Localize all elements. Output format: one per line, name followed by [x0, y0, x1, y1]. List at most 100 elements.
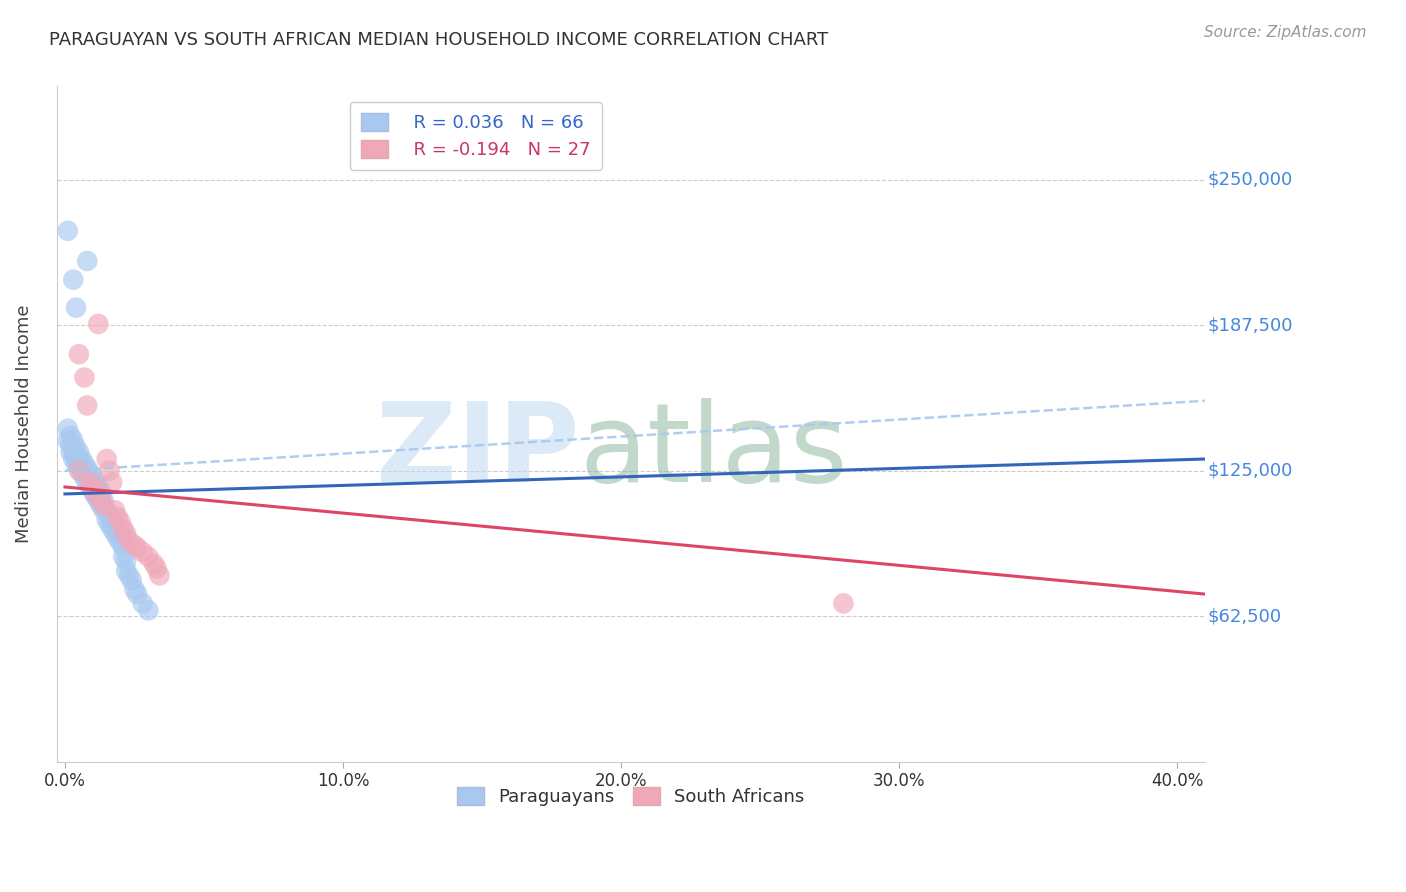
Point [73, 464, 96, 478]
Point [70, 466, 93, 480]
Point [112, 522, 135, 536]
Point [148, 568, 170, 582]
Point [84, 489, 107, 503]
Point [65, 301, 87, 315]
Point [87, 480, 110, 494]
Point [82, 480, 104, 494]
Point [142, 557, 165, 571]
Point [82, 484, 104, 499]
Point [93, 503, 115, 517]
Point [76, 254, 98, 268]
Point [145, 561, 167, 575]
Point [87, 317, 110, 331]
Point [67, 445, 90, 459]
Point [127, 541, 149, 555]
Point [79, 466, 101, 480]
Point [118, 533, 141, 548]
Point [67, 347, 90, 361]
Point [62, 445, 84, 459]
Point [98, 517, 121, 532]
Point [96, 503, 118, 517]
Point [138, 603, 160, 617]
Point [56, 224, 79, 238]
Point [90, 491, 112, 506]
Text: $187,500: $187,500 [1208, 316, 1292, 334]
Point [79, 480, 101, 494]
Point [101, 475, 124, 490]
Point [59, 445, 82, 459]
Text: atlas: atlas [579, 398, 848, 505]
Point [121, 573, 143, 587]
Point [93, 499, 115, 513]
Point [62, 434, 84, 448]
Point [67, 452, 90, 467]
Point [67, 458, 90, 473]
Point [73, 457, 96, 471]
Point [96, 512, 118, 526]
Point [73, 370, 96, 384]
Point [62, 452, 84, 467]
Point [90, 499, 112, 513]
Point [79, 475, 101, 490]
Point [70, 452, 93, 467]
Point [93, 494, 115, 508]
Point [110, 526, 132, 541]
Point [110, 515, 132, 529]
Point [56, 434, 79, 448]
Point [112, 541, 135, 555]
Point [104, 526, 127, 541]
Point [107, 522, 129, 536]
Text: $62,500: $62,500 [1208, 607, 1281, 625]
Point [84, 483, 107, 497]
Point [73, 470, 96, 484]
Point [65, 450, 87, 464]
Point [70, 458, 93, 473]
Text: PARAGUAYAN VS SOUTH AFRICAN MEDIAN HOUSEHOLD INCOME CORRELATION CHART: PARAGUAYAN VS SOUTH AFRICAN MEDIAN HOUSE… [49, 31, 828, 49]
Point [76, 468, 98, 483]
Point [67, 464, 90, 478]
Point [107, 531, 129, 545]
Point [56, 422, 79, 436]
Point [90, 494, 112, 508]
Point [138, 549, 160, 564]
Point [132, 545, 155, 559]
Point [124, 582, 146, 597]
Point [101, 512, 124, 526]
Point [124, 538, 146, 552]
Point [104, 517, 127, 532]
Point [132, 596, 155, 610]
Point [82, 470, 104, 484]
Point [101, 522, 124, 536]
Point [79, 473, 101, 487]
Point [96, 452, 118, 467]
Point [90, 484, 112, 499]
Point [87, 494, 110, 508]
Point [110, 536, 132, 550]
Text: ZIP: ZIP [375, 398, 579, 505]
Text: $250,000: $250,000 [1208, 170, 1292, 188]
Point [84, 475, 107, 490]
Point [62, 273, 84, 287]
Point [59, 438, 82, 452]
Point [115, 564, 138, 578]
Point [76, 475, 98, 490]
Text: Source: ZipAtlas.com: Source: ZipAtlas.com [1204, 25, 1367, 40]
Point [115, 554, 138, 568]
Point [65, 441, 87, 455]
Point [112, 549, 135, 564]
Point [76, 461, 98, 475]
Point [115, 526, 138, 541]
Y-axis label: Median Household Income: Median Household Income [15, 305, 32, 543]
Point [65, 457, 87, 471]
Point [104, 503, 127, 517]
Point [84, 487, 107, 501]
Point [127, 587, 149, 601]
Point [832, 596, 855, 610]
Point [76, 399, 98, 413]
Text: $125,000: $125,000 [1208, 462, 1292, 480]
Legend: Paraguayans, South Africans: Paraguayans, South Africans [450, 780, 811, 814]
Point [82, 477, 104, 491]
Point [107, 510, 129, 524]
Point [118, 568, 141, 582]
Point [98, 508, 121, 522]
